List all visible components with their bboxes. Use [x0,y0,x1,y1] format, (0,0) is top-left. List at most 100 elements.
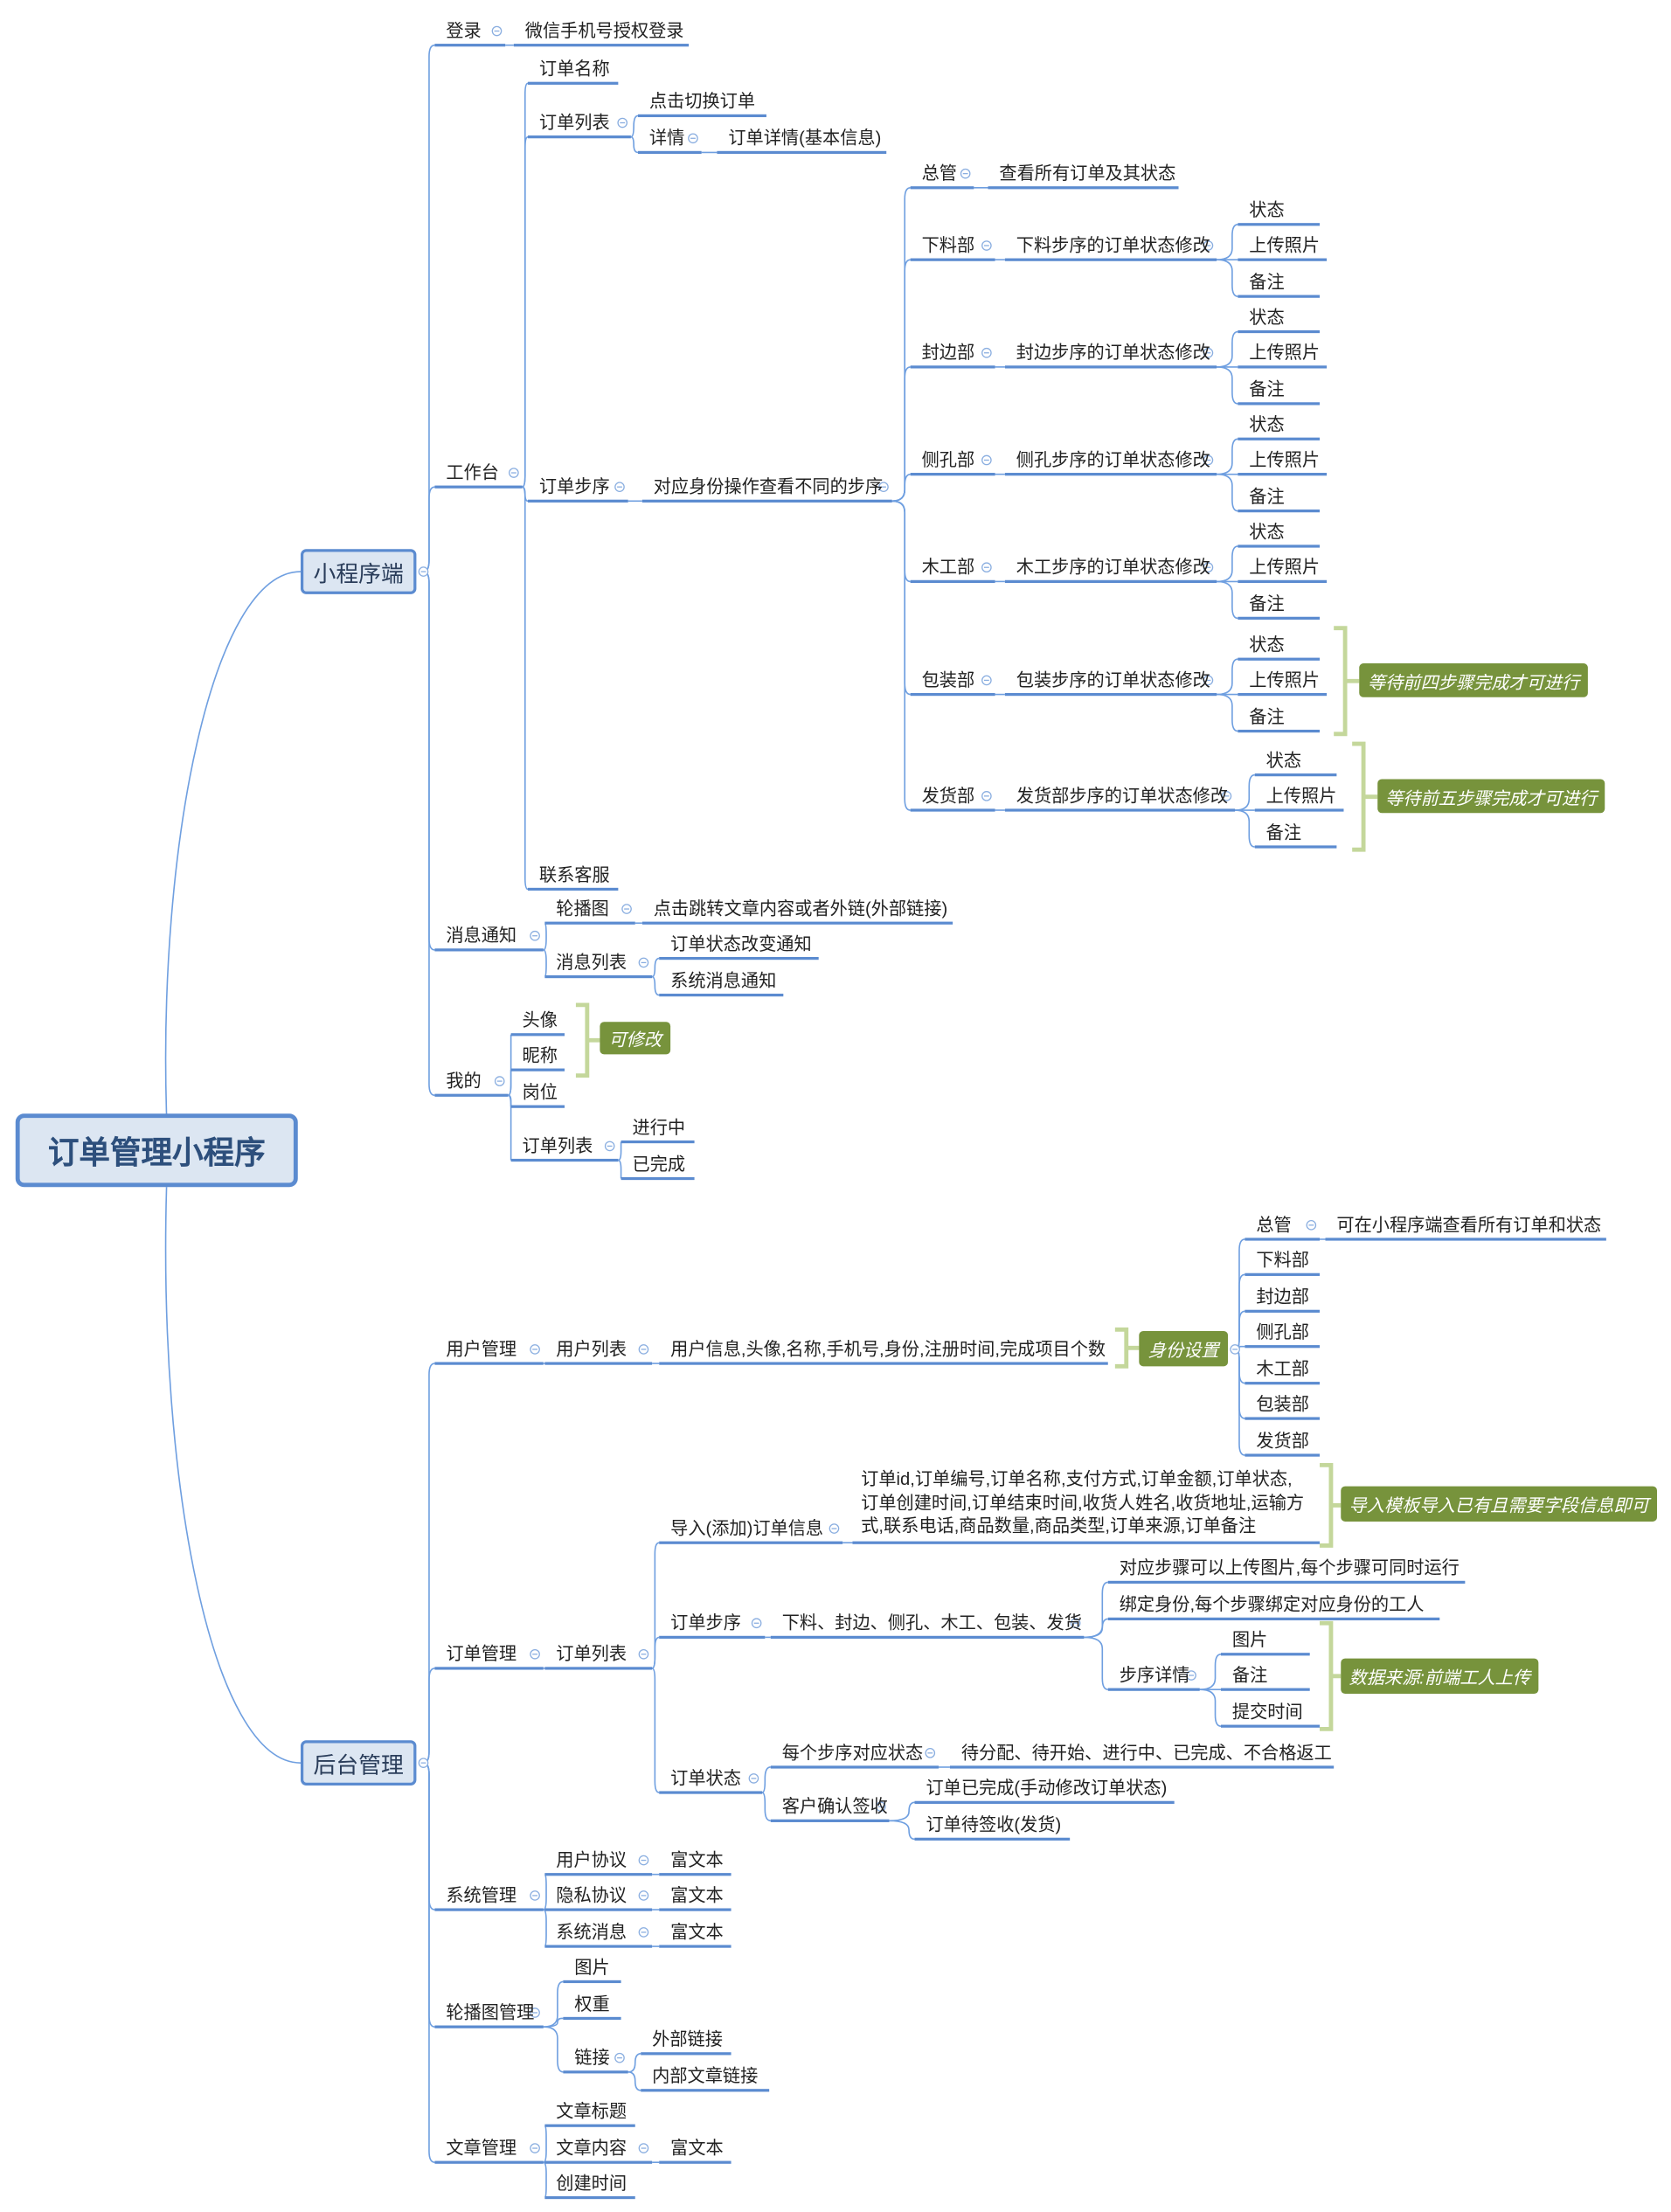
node-d6p[interactable]: 上传照片 [1254,785,1344,812]
node-d5p[interactable]: 上传照片 [1238,669,1328,697]
node-d3p[interactable]: 上传照片 [1238,449,1328,476]
node-d2s[interactable]: 状态 [1238,306,1321,334]
node-me[interactable]: 我的 [434,1070,509,1097]
node-me-nick[interactable]: 昵称 [510,1044,565,1071]
node-art-content[interactable]: 文章内容 [544,2137,653,2164]
node-d2c[interactable]: 封边步序的订单状态修改 [1004,342,1217,369]
node-me-orders[interactable]: 订单列表 [510,1134,619,1162]
node-om-step-d3[interactable]: 提交时间 [1220,1701,1321,1728]
node-ban-w[interactable]: 权重 [563,1993,621,2021]
note-wait-four-steps[interactable]: 等待前四步骤完成才可进行 [1359,663,1588,697]
node-om-stat-1[interactable]: 每个步序对应状态 [770,1742,939,1769]
node-om-step-1[interactable]: 对应步骤可以上传图片,每个步骤可同时运行 [1107,1557,1466,1584]
node-d1[interactable]: 下料部 [910,234,995,261]
node-wb[interactable]: 工作台 [434,461,523,489]
node-me-post[interactable]: 岗位 [510,1081,565,1108]
node-me-orders-doing[interactable]: 进行中 [621,1116,695,1144]
node-wb-name[interactable]: 订单名称 [528,58,619,85]
node-d5s[interactable]: 状态 [1238,634,1321,661]
node-d4r[interactable]: 备注 [1238,593,1321,620]
root-topic[interactable]: 订单管理小程序 [15,1113,298,1188]
node-om-imp[interactable]: 导入(添加)订单信息 [659,1517,843,1544]
node-d3[interactable]: 侧孔部 [910,449,995,476]
node-ban[interactable]: 轮播图管理 [434,2001,544,2028]
node-um-list[interactable]: 用户列表 [544,1338,653,1365]
node-msg-list-sys[interactable]: 系统消息通知 [659,970,784,997]
note-role-setting[interactable]: 身份设置 [1139,1330,1229,1367]
node-r1[interactable]: 下料部 [1245,1249,1321,1276]
node-r5[interactable]: 包装部 [1245,1393,1321,1420]
topic-mini-program[interactable]: 小程序端 [300,549,417,594]
node-art-time[interactable]: 创建时间 [544,2172,635,2200]
node-r0c[interactable]: 可在小程序端查看所有订单和状态 [1325,1214,1606,1241]
node-me-avatar[interactable]: 头像 [510,1009,565,1037]
node-sys-priv[interactable]: 隐私协议 [544,1884,653,1911]
node-d1p[interactable]: 上传照片 [1238,234,1328,261]
node-d4[interactable]: 木工部 [910,556,995,583]
node-om-stat-1c[interactable]: 待分配、待开始、进行中、已完成、不合格返工 [949,1742,1335,1769]
node-msg-list[interactable]: 消息列表 [544,952,653,979]
node-um-info[interactable]: 用户信息,头像,名称,手机号,身份,注册时间,完成项目个数 [659,1338,1108,1365]
node-wb-list-detail-info[interactable]: 订单详情(基本信息) [717,127,887,155]
node-r0[interactable]: 总管 [1245,1214,1321,1241]
node-wb-cs[interactable]: 联系客服 [528,863,619,891]
node-msg-list-order[interactable]: 订单状态改变通知 [659,933,819,960]
note-wait-five-steps[interactable]: 等待前五步骤完成才可进行 [1377,779,1605,814]
node-msg-banner-c[interactable]: 点击跳转文章内容或者外链(外部链接) [641,898,953,925]
node-d1s[interactable]: 状态 [1238,199,1321,226]
node-d3r[interactable]: 备注 [1238,486,1321,513]
node-om-step-d[interactable]: 步序详情 [1107,1664,1200,1691]
node-d2p[interactable]: 上传照片 [1238,342,1328,369]
node-d2[interactable]: 封边部 [910,342,995,369]
node-art-title[interactable]: 文章标题 [544,2100,635,2127]
node-d6c[interactable]: 发货部步序的订单状态修改 [1004,785,1236,812]
node-msg-banner[interactable]: 轮播图 [544,898,635,925]
node-sys-priv-c[interactable]: 富文本 [659,1884,731,1911]
node-d5[interactable]: 包装部 [910,669,995,697]
node-d1c[interactable]: 下料步序的订单状态修改 [1004,234,1217,261]
node-wb-list[interactable]: 订单列表 [528,112,631,139]
node-om-stat[interactable]: 订单状态 [659,1767,763,1794]
node-om-step-c[interactable]: 下料、封边、侧孔、木工、包装、发货 [770,1612,1085,1640]
node-d3c[interactable]: 侧孔步序的订单状态修改 [1004,449,1217,476]
node-ban-link-int[interactable]: 内部文章链接 [641,2065,770,2092]
node-om[interactable]: 订单管理 [434,1643,544,1670]
node-login[interactable]: 登录 [434,20,506,47]
node-sys-msg[interactable]: 系统消息 [544,1921,653,1948]
node-om-stat-2[interactable]: 客户确认签收 [770,1795,890,1822]
node-d5r[interactable]: 备注 [1238,706,1321,733]
node-om-step-d2[interactable]: 备注 [1220,1664,1310,1691]
node-r3[interactable]: 侧孔部 [1245,1321,1321,1349]
node-wb-list-switch[interactable]: 点击切换订单 [637,90,766,118]
node-om-list[interactable]: 订单列表 [544,1643,653,1670]
node-d4c[interactable]: 木工步序的订单状态修改 [1004,556,1217,583]
node-d6[interactable]: 发货部 [910,785,995,812]
node-d4s[interactable]: 状态 [1238,521,1321,548]
node-d0[interactable]: 总管 [910,163,974,190]
node-om-step-d1[interactable]: 图片 [1220,1629,1310,1656]
node-art-content-c[interactable]: 富文本 [659,2137,731,2164]
node-um[interactable]: 用户管理 [434,1338,544,1365]
node-d3s[interactable]: 状态 [1238,413,1321,440]
node-msg[interactable]: 消息通知 [434,925,544,952]
node-wb-step[interactable]: 订单步序 [528,475,628,503]
note-import-template[interactable]: 导入模板导入已有且需要字段信息即可 [1341,1486,1658,1522]
topic-admin[interactable]: 后台管理 [300,1740,417,1786]
node-d4p[interactable]: 上传照片 [1238,556,1328,583]
note-editable[interactable]: 可修改 [600,1022,671,1055]
node-om-step[interactable]: 订单步序 [659,1612,766,1640]
node-d6r[interactable]: 备注 [1254,822,1337,849]
node-r6[interactable]: 发货部 [1245,1430,1321,1457]
node-d2r[interactable]: 备注 [1238,378,1321,406]
node-sys[interactable]: 系统管理 [434,1884,544,1911]
node-om-step-2[interactable]: 绑定身份,每个步骤绑定对应身份的工人 [1107,1593,1440,1621]
node-wb-list-detail[interactable]: 详情 [637,127,702,155]
node-sys-user[interactable]: 用户协议 [544,1849,653,1876]
node-d5c[interactable]: 包装步序的订单状态修改 [1004,669,1217,697]
node-om-imp-f[interactable]: 订单id,订单编号,订单名称,支付方式,订单金额,订单状态, 订单创建时间,订单… [852,1468,1321,1544]
node-sys-msg-c[interactable]: 富文本 [659,1921,731,1948]
node-om-stat-2b[interactable]: 订单待签收(发货) [914,1813,1071,1841]
note-data-source[interactable]: 数据来源:前端工人上传 [1341,1658,1539,1694]
node-d0c[interactable]: 查看所有订单及其状态 [988,163,1179,190]
node-d6s[interactable]: 状态 [1254,750,1337,777]
